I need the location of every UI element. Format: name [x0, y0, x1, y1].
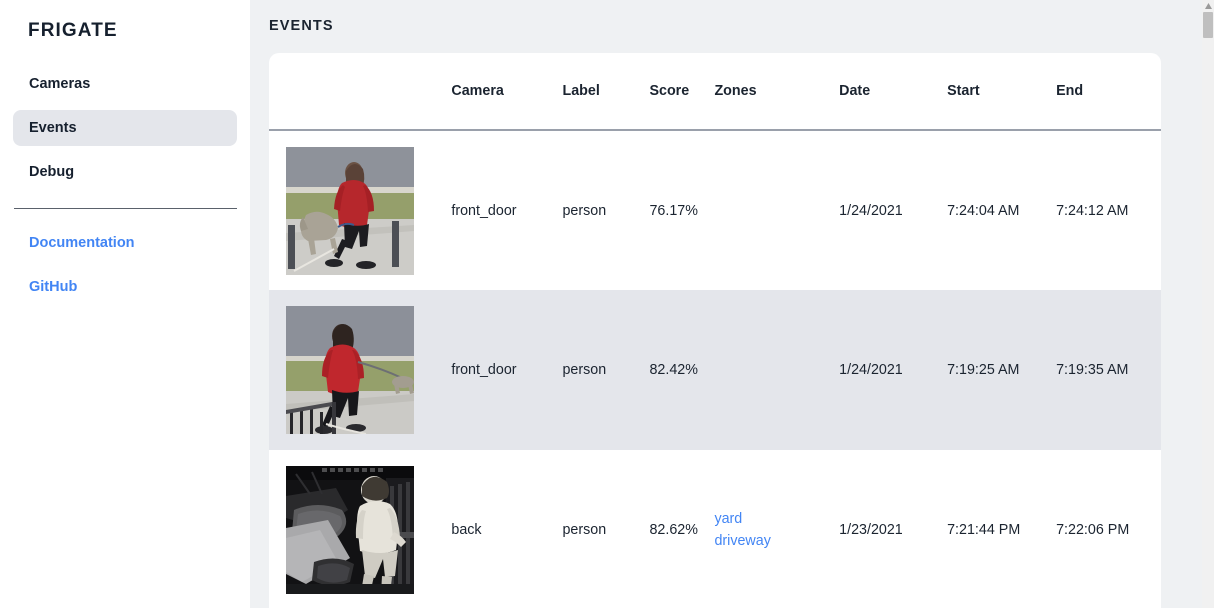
column-header-score[interactable]: Score — [649, 83, 690, 99]
event-zone-link[interactable]: driveway — [714, 533, 771, 549]
table-row[interactable]: front_door person 82.42% 1/24/2021 7:19:… — [269, 290, 1161, 450]
sidebar: FRIGATE Cameras Events Debug Documentati… — [0, 0, 250, 608]
column-header-date[interactable]: Date — [839, 83, 871, 99]
event-thumbnail-image[interactable] — [286, 466, 414, 594]
sidebar-item-debug[interactable]: Debug — [29, 163, 75, 180]
events-table-head: Camera Label Score Zones Date Start End — [269, 53, 1161, 130]
event-thumbnail-image[interactable] — [286, 146, 414, 275]
event-start-value: 7:19:25 AM — [947, 362, 1020, 378]
event-date-value: 1/24/2021 — [839, 362, 903, 378]
column-header-end[interactable]: End — [1056, 83, 1084, 99]
event-zones-cell: yard driveway — [714, 450, 839, 608]
event-label-link[interactable]: person — [562, 202, 607, 219]
sidebar-item-cameras[interactable]: Cameras — [29, 75, 91, 92]
sidebar-divider — [14, 207, 237, 209]
table-header-row: Camera Label Score Zones Date Start End — [269, 53, 1161, 130]
events-card: Camera Label Score Zones Date Start End — [269, 53, 1161, 608]
column-header-label[interactable]: Label — [562, 83, 600, 99]
event-zone-link[interactable]: yard — [714, 510, 743, 527]
column-header-start[interactable]: Start — [947, 83, 980, 99]
main-content: EVENTS Camera Label Score Zones Date Sta… — [250, 0, 1214, 608]
event-end-value: 7:24:12 AM — [1056, 202, 1129, 219]
event-start-value: 7:24:04 AM — [947, 202, 1020, 219]
vertical-scroll-thumb[interactable] — [1203, 12, 1213, 38]
event-date-value: 1/23/2021 — [839, 522, 903, 538]
app-brand-title: FRIGATE — [28, 20, 118, 41]
table-row[interactable]: back person 82.62% yard driveway 1/23/20… — [269, 450, 1161, 608]
event-score-value: 82.62% — [649, 522, 698, 538]
event-camera-link[interactable]: front_door — [451, 202, 517, 219]
event-zones-cell — [714, 290, 839, 450]
page-title: EVENTS — [269, 18, 334, 34]
column-header-camera[interactable]: Camera — [451, 83, 504, 99]
event-zones-cell — [714, 130, 839, 290]
sidebar-link-github[interactable]: GitHub — [29, 278, 78, 295]
event-thumbnail-cell — [269, 130, 451, 290]
event-thumbnail-cell — [269, 290, 451, 450]
event-score-value: 82.42% — [649, 362, 698, 378]
sidebar-nav: Cameras Events Debug — [0, 66, 250, 190]
event-end-value: 7:19:35 AM — [1056, 362, 1129, 378]
events-table-body: front_door person 76.17% 1/24/2021 7:24:… — [269, 130, 1161, 608]
event-start-value: 7:21:44 PM — [947, 522, 1021, 538]
event-zone-links: yard driveway — [714, 508, 839, 552]
event-thumbnail-image[interactable] — [286, 306, 414, 434]
vertical-scrollbar-track[interactable] — [1202, 0, 1214, 608]
event-date-value: 1/24/2021 — [839, 202, 903, 219]
event-thumbnail-cell — [269, 450, 451, 608]
event-camera-link[interactable]: front_door — [451, 362, 517, 378]
sidebar-item-events[interactable]: Events — [13, 109, 237, 146]
event-label-link[interactable]: person — [562, 362, 607, 378]
event-label-link[interactable]: person — [562, 522, 607, 538]
column-header-zones[interactable]: Zones — [714, 83, 757, 99]
events-table: Camera Label Score Zones Date Start End — [269, 53, 1161, 608]
table-row[interactable]: front_door person 76.17% 1/24/2021 7:24:… — [269, 130, 1161, 290]
event-score-value: 76.17% — [649, 202, 698, 219]
column-header-thumbnail — [269, 53, 451, 130]
event-camera-link[interactable]: back — [451, 522, 482, 538]
sidebar-external-links: Documentation GitHub — [0, 225, 250, 305]
sidebar-link-documentation[interactable]: Documentation — [29, 234, 135, 251]
scroll-up-arrow-icon[interactable] — [1204, 2, 1213, 10]
event-end-value: 7:22:06 PM — [1056, 522, 1130, 538]
